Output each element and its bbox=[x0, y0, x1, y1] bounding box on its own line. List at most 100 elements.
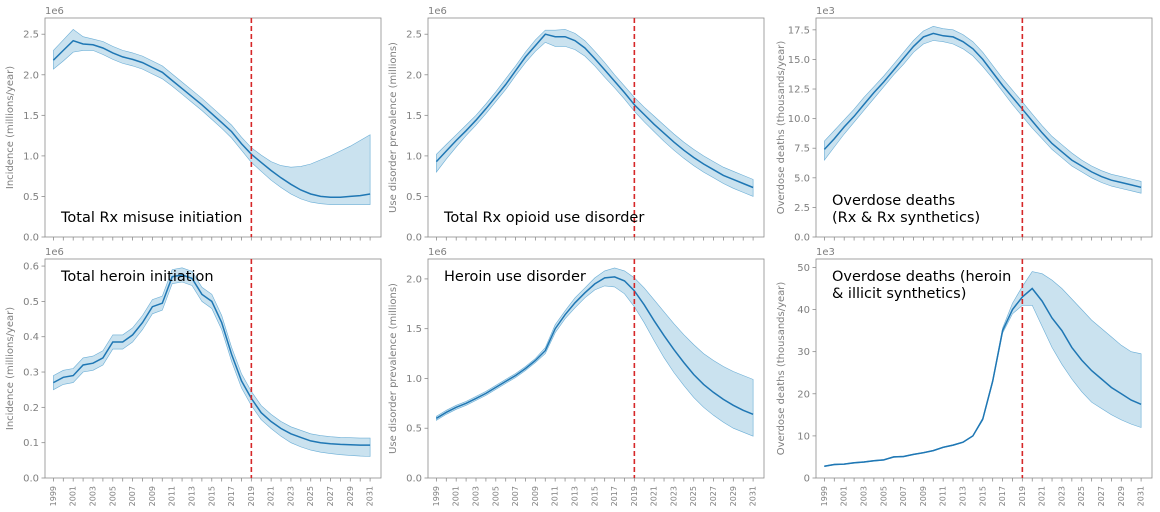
x-tick-label: 2005 bbox=[491, 486, 500, 506]
y-tick-label: 2.5 bbox=[23, 30, 39, 41]
confidence-band bbox=[436, 29, 754, 197]
y-tick-label: 0.1 bbox=[23, 438, 39, 449]
y-tick-label: 0.0 bbox=[23, 233, 39, 244]
y-tick-label: 0.0 bbox=[794, 233, 810, 244]
x-tick-label: 2007 bbox=[511, 486, 520, 506]
y-axis-label: Use disorder prevalence (millions) bbox=[388, 42, 399, 213]
y-axis-label: Incidence (millions/year) bbox=[5, 307, 16, 430]
x-tick-label: 2029 bbox=[346, 486, 355, 506]
x-tick-label: 2007 bbox=[899, 486, 908, 506]
x-tick-label: 2017 bbox=[227, 486, 236, 506]
y-tick-label: 0.4 bbox=[23, 332, 39, 343]
y-tick-label: 0.2 bbox=[23, 403, 39, 414]
y-tick-label: 2.5 bbox=[406, 30, 422, 41]
series-line bbox=[53, 274, 371, 446]
panel-title: Overdose deaths (Rx & Rx synthetics) bbox=[832, 193, 980, 226]
y-tick-label: 50 bbox=[797, 263, 810, 274]
y-tick-label: 0.0 bbox=[406, 474, 422, 485]
y-tick-label: 20 bbox=[797, 389, 810, 400]
series-line bbox=[436, 276, 754, 419]
x-tick-label: 2015 bbox=[978, 486, 987, 506]
y-tick-label: 0.5 bbox=[23, 192, 39, 203]
y-tick-label: 0 bbox=[804, 474, 810, 485]
confidence-band bbox=[53, 267, 371, 457]
y-tick-label: 7.5 bbox=[794, 144, 810, 155]
x-tick-label: 2009 bbox=[148, 486, 157, 506]
y-tick-label: 1.0 bbox=[23, 151, 39, 162]
series-line bbox=[52, 39, 371, 199]
plot-frame bbox=[815, 17, 1153, 238]
y-axis-label: Incidence (millions/year) bbox=[5, 66, 16, 189]
x-tick-label: 2027 bbox=[326, 486, 335, 506]
plot-frame bbox=[44, 17, 382, 238]
panel-title: Overdose deaths (heroin & illicit synthet… bbox=[832, 269, 1011, 302]
plot-frame bbox=[815, 258, 1153, 479]
x-tick-label: 2019 bbox=[247, 486, 256, 506]
confidence-band bbox=[824, 25, 1142, 194]
y-tick-label: 12.5 bbox=[788, 85, 810, 96]
x-tick-label: 2021 bbox=[1038, 486, 1047, 506]
series-line bbox=[435, 33, 754, 189]
x-tick-label: 2005 bbox=[108, 486, 117, 506]
y-tick-label: 1.0 bbox=[406, 374, 422, 385]
confidence-band bbox=[53, 29, 371, 205]
x-tick-label: 2015 bbox=[207, 486, 216, 506]
x-tick-label: 1999 bbox=[49, 486, 58, 506]
panel-title: Heroin use disorder bbox=[444, 269, 586, 285]
x-tick-label: 2001 bbox=[840, 486, 849, 506]
y-tick-label: 1.0 bbox=[406, 151, 422, 162]
y-tick-label: 30 bbox=[797, 347, 810, 358]
x-tick-label: 2009 bbox=[919, 486, 928, 506]
y-tick-label: 40 bbox=[797, 305, 810, 316]
y-tick-label: 2.0 bbox=[406, 274, 422, 285]
panel-6: 0 10 20 30 40 50 1999 2001 2003 2005 2007 2009 2011 2… bbox=[776, 247, 1153, 506]
x-tick-label: 2029 bbox=[729, 486, 738, 506]
panel-4: 0.0 0.1 0.2 0.3 0.4 0.5 0.6 1999 2001 2003 2005 200… bbox=[5, 247, 382, 506]
series-line bbox=[824, 287, 1142, 467]
y-tick-label: 1.5 bbox=[406, 111, 422, 122]
confidence-band bbox=[436, 267, 754, 437]
x-tick-label: 2013 bbox=[570, 486, 579, 506]
panel-title: Total Rx misuse initiation bbox=[60, 210, 242, 226]
x-tick-label: 2003 bbox=[472, 486, 481, 506]
x-tick-label: 2005 bbox=[879, 486, 888, 506]
x-tick-label: 2001 bbox=[69, 486, 78, 506]
x-tick-label: 1999 bbox=[432, 486, 441, 506]
x-tick-label: 2029 bbox=[1117, 486, 1126, 506]
x-tick-label: 2027 bbox=[1097, 486, 1106, 506]
y-tick-label: 0.6 bbox=[23, 262, 39, 273]
x-tick-label: 2017 bbox=[610, 486, 619, 506]
x-tick-label: 2031 bbox=[749, 486, 758, 506]
x-tick-label: 2023 bbox=[1057, 486, 1066, 506]
plot-frame bbox=[427, 258, 765, 479]
x-tick-label: 2027 bbox=[709, 486, 718, 506]
series-line bbox=[823, 32, 1142, 189]
x-tick-label: 2019 bbox=[1018, 486, 1027, 506]
y-tick-label: 0.3 bbox=[23, 368, 39, 379]
x-tick-label: 1999 bbox=[820, 486, 829, 506]
x-tick-label: 2011 bbox=[168, 486, 177, 506]
panel-title: Total Rx opioid use disorder bbox=[443, 210, 644, 226]
panel-1: 0.0 0.5 1.0 1.5 2.0 2.5 Incidence (millions/ye… bbox=[5, 6, 382, 244]
x-tick-label: 2003 bbox=[860, 486, 869, 506]
x-tick-label: 2011 bbox=[939, 486, 948, 506]
y-tick-label: 0.0 bbox=[406, 233, 422, 244]
panel-2: 0.0 0.5 1.0 1.5 2.0 2.5 Use disorder prevalenc… bbox=[388, 6, 765, 244]
x-tick-label: 2007 bbox=[128, 486, 137, 506]
y-tick-label: 15.0 bbox=[788, 55, 810, 66]
plot-frame bbox=[427, 17, 765, 238]
x-tick-label: 2031 bbox=[1137, 486, 1146, 506]
plot-frame bbox=[44, 258, 382, 479]
axis-offset-text: 1e3 bbox=[816, 247, 835, 258]
y-tick-label: 2.0 bbox=[406, 70, 422, 81]
axis-offset-text: 1e6 bbox=[45, 247, 64, 258]
y-tick-label: 0.5 bbox=[23, 297, 39, 308]
y-tick-label: 1.5 bbox=[406, 324, 422, 335]
panel-title: Total heroin initiation bbox=[60, 269, 214, 285]
panel-5: 0.0 0.5 1.0 1.5 2.0 1999 2001 2003 2005 2007 2009 2… bbox=[388, 247, 765, 506]
axis-offset-text: 1e6 bbox=[45, 6, 64, 17]
x-tick-label: 2025 bbox=[1077, 486, 1086, 506]
y-axis-label: Overdose deaths (thousands/year) bbox=[776, 41, 787, 215]
x-tick-label: 2011 bbox=[551, 486, 560, 506]
